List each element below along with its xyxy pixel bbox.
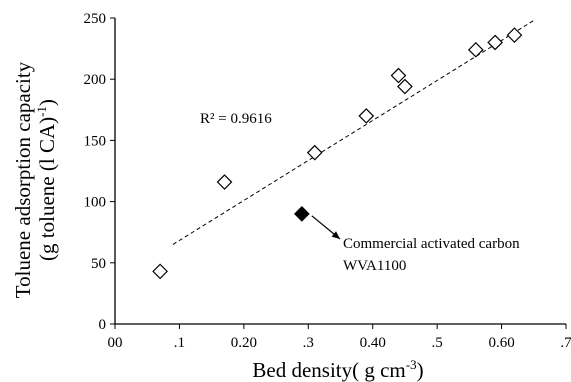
data-point xyxy=(506,27,523,43)
y-axis-label-line2: (g toluene (l CA)-1) xyxy=(34,99,59,261)
axes xyxy=(114,18,566,325)
data-point xyxy=(397,78,413,95)
x-axis-label: Bed density( g cm-3) xyxy=(252,357,423,382)
data-point xyxy=(358,108,375,124)
y-tick-label: 0 xyxy=(99,317,107,333)
trendline xyxy=(172,20,535,245)
ticks: 00 .1 0.20 .3 0.40 .5 0.60 .7 0 50 100 150 200 250 xyxy=(84,11,571,351)
annotation-line2: WVA1100 xyxy=(343,258,406,274)
points-group xyxy=(152,27,523,280)
x-tick-label: 0.20 xyxy=(231,335,257,351)
y-tick-label: 50 xyxy=(91,256,106,272)
x-tick-label: .1 xyxy=(174,335,185,351)
y-axis-label-line2-main: (g toluene (l CA) xyxy=(35,117,59,261)
trendline-group xyxy=(172,20,535,245)
x-tick-label: 0.60 xyxy=(488,335,514,351)
x-tick-label: .7 xyxy=(560,335,571,351)
x-tick-label: 00 xyxy=(108,335,123,351)
commercial-carbon-point xyxy=(293,205,310,222)
x-tick-label: 0.40 xyxy=(360,335,386,351)
x-tick-label: .5 xyxy=(432,335,443,351)
x-axis-label-main: Bed density( g cm xyxy=(252,358,405,382)
r-squared-label: R² = 0.9616 xyxy=(200,111,272,127)
x-tick-label: .3 xyxy=(303,335,314,351)
annotation-arrowhead xyxy=(331,231,340,239)
data-point xyxy=(467,41,484,58)
y-axis-label: Toluene adsorption capacity (g toluene (… xyxy=(11,61,59,298)
data-point xyxy=(390,67,407,84)
y-tick-label: 250 xyxy=(84,11,107,27)
y-tick-label: 100 xyxy=(84,195,107,211)
y-axis-label-line2-end: ) xyxy=(35,99,59,106)
data-point xyxy=(306,144,323,161)
annotation: Commercial activated carbon WVA1100 xyxy=(311,215,520,274)
y-tick-label: 200 xyxy=(84,72,107,88)
data-point xyxy=(216,174,233,190)
x-axis-label-end: ) xyxy=(417,358,424,382)
y-axis-label-line2-superscript: -1 xyxy=(34,106,49,117)
data-point xyxy=(152,263,168,280)
y-tick-label: 150 xyxy=(84,133,107,149)
x-axis-label-superscript: -3 xyxy=(406,357,417,372)
y-axis-label-line1: Toluene adsorption capacity xyxy=(11,61,35,298)
annotation-line1: Commercial activated carbon xyxy=(343,236,520,252)
data-point xyxy=(487,34,503,51)
